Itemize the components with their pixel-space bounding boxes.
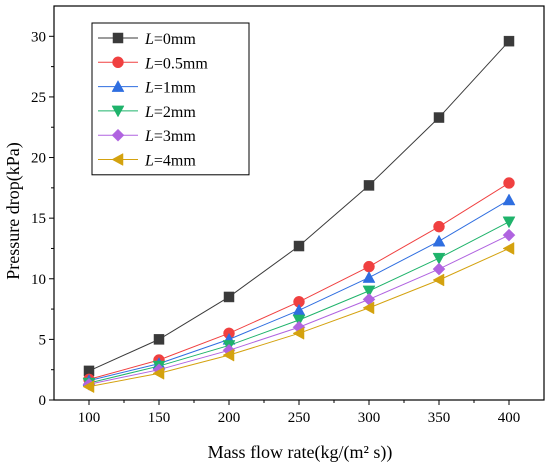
series-line	[88, 199, 510, 382]
legend-marker	[111, 128, 125, 142]
data-point	[292, 326, 305, 340]
legend-marker	[111, 80, 125, 92]
data-point	[433, 220, 445, 233]
data-point	[363, 180, 375, 191]
legend-item: L=3mm	[98, 128, 196, 145]
data-point	[502, 216, 516, 229]
data-point	[292, 303, 306, 316]
y-tick-label: 30	[31, 29, 46, 45]
data-point	[293, 240, 305, 252]
data-point	[223, 291, 235, 303]
data-point	[152, 366, 165, 380]
legend-label: L=1mm	[144, 80, 196, 97]
legend-marker	[111, 105, 125, 118]
legend-marker	[111, 153, 124, 166]
data-point	[362, 271, 376, 283]
data-point	[502, 193, 516, 206]
legend: L=0mm L=0.5mm L=1mm L=2mm L=3mm L=4mm	[91, 22, 250, 176]
x-tick-label: 200	[218, 410, 241, 426]
legend-item: L=2mm	[98, 104, 196, 121]
y-tick-label: 25	[31, 90, 46, 106]
legend-marker	[112, 32, 124, 44]
y-axis: 0 5 10 15 20 25 30	[31, 29, 54, 409]
series-1	[83, 177, 515, 386]
data-point	[433, 112, 445, 123]
data-point	[432, 234, 446, 247]
legend-label: L=3mm	[144, 128, 196, 145]
y-tick-label: 20	[31, 151, 46, 167]
x-axis-title: Mass flow rate(kg/(m² s))	[208, 442, 393, 463]
data-point	[362, 285, 376, 298]
data-point	[153, 334, 165, 345]
legend-item: L=1mm	[98, 80, 196, 97]
data-point	[222, 348, 235, 362]
data-point	[82, 380, 95, 394]
legend-item: L=0mm	[98, 31, 196, 48]
x-tick-label: 100	[78, 410, 101, 426]
series-5	[82, 242, 515, 394]
data-point	[432, 273, 445, 287]
y-tick-label: 0	[39, 393, 47, 409]
x-tick-label: 400	[498, 410, 521, 426]
data-point	[292, 314, 306, 327]
series-0	[83, 35, 515, 377]
data-point	[503, 35, 515, 47]
legend-item: L=4mm	[98, 153, 196, 170]
legend-label: L=0.5mm	[144, 55, 208, 72]
data-point	[363, 260, 375, 273]
x-tick-label: 300	[358, 410, 381, 426]
legend-label: L=4mm	[144, 153, 196, 170]
x-tick-label: 350	[428, 410, 451, 426]
x-axis: 100 150 200 250 300 350 400	[78, 400, 521, 426]
legend-box	[91, 22, 250, 176]
legend-item: L=0.5mm	[98, 55, 208, 72]
series-line	[88, 182, 510, 380]
data-point	[362, 301, 375, 315]
x-tick-label: 150	[148, 410, 171, 426]
x-tick-label: 250	[288, 410, 311, 426]
legend-label: L=2mm	[144, 104, 196, 121]
legend-marker	[112, 56, 124, 69]
data-point	[502, 242, 515, 255]
y-tick-label: 10	[31, 272, 46, 288]
series-2	[82, 193, 516, 386]
data-point	[503, 177, 515, 189]
data-point	[502, 228, 516, 242]
data-point	[432, 252, 446, 265]
y-tick-label: 15	[31, 211, 46, 227]
series-layer	[82, 35, 516, 394]
y-tick-label: 5	[39, 332, 47, 348]
legend-label: L=0mm	[144, 31, 196, 48]
data-point	[432, 262, 446, 276]
y-axis-title: Pressure drop(kPa)	[3, 142, 24, 279]
